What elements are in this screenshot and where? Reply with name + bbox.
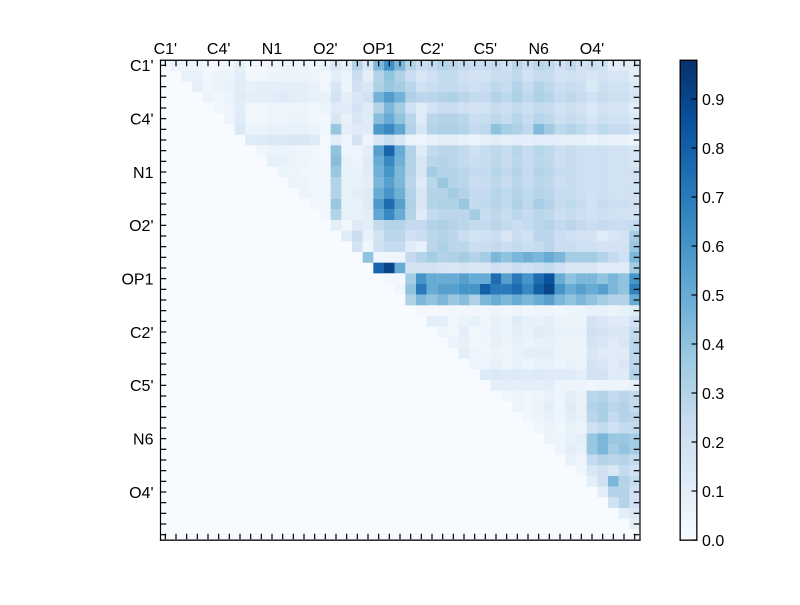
svg-text:0.5: 0.5: [702, 288, 724, 305]
svg-text:0.4: 0.4: [702, 337, 724, 354]
svg-text:C4': C4': [130, 111, 154, 128]
svg-text:0.7: 0.7: [702, 190, 724, 207]
svg-text:O2': O2': [313, 41, 337, 58]
svg-text:O4': O4': [580, 41, 604, 58]
svg-text:C2': C2': [420, 41, 444, 58]
svg-text:C4': C4': [207, 41, 231, 58]
svg-text:N6: N6: [133, 431, 154, 448]
svg-text:N1: N1: [262, 41, 283, 58]
svg-text:C1': C1': [154, 41, 178, 58]
svg-text:0.8: 0.8: [702, 141, 724, 158]
svg-text:0.9: 0.9: [702, 92, 724, 109]
svg-text:0.6: 0.6: [702, 239, 724, 256]
svg-text:C2': C2': [130, 325, 154, 342]
svg-text:N6: N6: [528, 41, 549, 58]
svg-text:0.3: 0.3: [702, 386, 724, 403]
svg-text:OP1: OP1: [363, 41, 395, 58]
svg-text:OP1: OP1: [121, 271, 153, 288]
svg-text:C5': C5': [130, 378, 154, 395]
svg-text:C1': C1': [130, 58, 154, 75]
svg-text:0.1: 0.1: [702, 484, 724, 501]
svg-text:C5': C5': [474, 41, 498, 58]
svg-text:O2': O2': [129, 218, 153, 235]
svg-text:N1: N1: [133, 165, 154, 182]
svg-text:0.2: 0.2: [702, 435, 724, 452]
svg-text:O4': O4': [129, 485, 153, 502]
svg-text:0.0: 0.0: [702, 533, 724, 550]
